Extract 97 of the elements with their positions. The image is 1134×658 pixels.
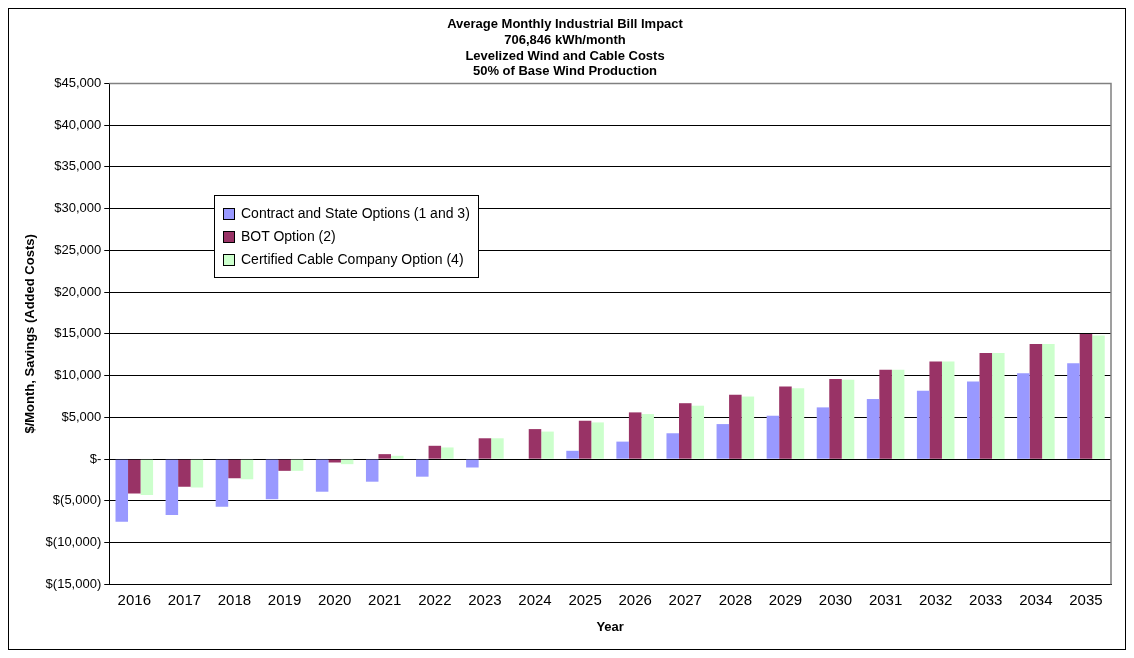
bar: [1017, 373, 1030, 459]
bar: [491, 438, 504, 459]
y-tick-label: $5,000: [61, 408, 102, 424]
bar: [478, 438, 492, 459]
x-axis-title: Year: [596, 618, 624, 634]
bar: [967, 381, 980, 459]
x-tick-label: 2035: [1069, 590, 1103, 608]
bar: [1092, 335, 1105, 459]
x-tick-label: 2021: [368, 590, 402, 608]
x-tick-label: 2026: [618, 590, 652, 608]
bar: [679, 403, 692, 459]
bar: [779, 386, 792, 459]
x-tick-label: 2020: [317, 590, 352, 608]
bar: [979, 353, 993, 459]
bar: [365, 459, 379, 482]
x-tick-label: 2023: [468, 590, 502, 608]
bar: [578, 420, 592, 459]
bar: [641, 414, 654, 459]
bar: [566, 450, 579, 459]
bar: [128, 459, 141, 494]
legend-label: Certified Cable Company Option (4): [241, 250, 464, 269]
bar: [829, 378, 842, 459]
bar: [691, 405, 705, 459]
x-tick-label: 2033: [969, 590, 1003, 608]
bar: [866, 399, 880, 459]
chart-subtitle: 706,846 kWh/month Levelized Wind and Cable Costs 50% of Base Wind Production: [465, 31, 665, 79]
x-tick-label: 2016: [117, 590, 151, 608]
bar: [228, 459, 241, 479]
x-tick-label: 2022: [418, 590, 452, 608]
bar: [729, 394, 742, 459]
y-tick-label: $(15,000): [45, 575, 102, 591]
y-axis-title: $/Month, Savings (Added Costs): [22, 234, 38, 434]
x-tick-label: 2019: [267, 590, 302, 608]
bar: [441, 447, 454, 459]
bar: [115, 459, 129, 522]
y-tick-label: $(5,000): [52, 492, 102, 508]
x-tick-label: 2024: [518, 590, 552, 608]
y-tick-label: $20,000: [54, 283, 102, 299]
bar: [741, 396, 755, 459]
bar: [1079, 333, 1093, 459]
bar: [315, 459, 329, 492]
x-tick-label: 2028: [718, 590, 753, 608]
bar: [992, 353, 1005, 459]
bar: [528, 429, 542, 459]
bar: [190, 459, 204, 488]
x-tick-label: 2030: [818, 590, 853, 608]
x-tick-label: 2025: [568, 590, 602, 608]
bar: [716, 424, 730, 459]
bar: [278, 459, 291, 471]
bar: [628, 412, 642, 459]
x-tick-label: 2032: [919, 590, 953, 608]
bar: [265, 459, 279, 500]
bar: [428, 445, 442, 459]
y-tick-label: $30,000: [54, 200, 102, 216]
bar: [941, 361, 955, 459]
bar: [240, 459, 254, 480]
bar: [841, 379, 855, 459]
y-tick-label: $10,000: [54, 367, 102, 383]
legend-label: Contract and State Options (1 and 3): [241, 204, 470, 223]
bar: [891, 369, 905, 459]
y-tick-label: $25,000: [54, 241, 102, 257]
bar: [916, 390, 930, 459]
bar: [215, 459, 229, 507]
bar: [466, 459, 479, 468]
bar: [378, 454, 391, 459]
bar: [1067, 363, 1080, 459]
y-tick-label: $(10,000): [45, 534, 102, 550]
y-tick-label: $35,000: [54, 158, 102, 174]
y-tick-label: $-: [89, 450, 102, 466]
bar: [390, 455, 404, 459]
bar: [616, 441, 629, 459]
bar: [541, 431, 554, 459]
bar: [766, 415, 780, 459]
bar: [140, 459, 154, 496]
bar: [290, 459, 304, 471]
x-tick-label: 2029: [768, 590, 803, 608]
x-tick-label: 2018: [217, 590, 252, 608]
x-tick-label: 2027: [668, 590, 702, 608]
y-tick-label: $40,000: [54, 116, 102, 132]
bar: [591, 422, 604, 459]
y-tick-label: $45,000: [54, 74, 102, 90]
legend-label: BOT Option (2): [241, 227, 336, 246]
bar: [879, 369, 892, 459]
bar: [791, 388, 805, 459]
bar: [1042, 343, 1055, 459]
bar: [178, 459, 191, 487]
bar: [416, 459, 429, 477]
x-tick-label: 2031: [868, 590, 903, 608]
bar: [816, 407, 830, 459]
y-tick-label: $15,000: [54, 325, 102, 341]
bar: [165, 459, 179, 516]
bar: [1029, 343, 1043, 459]
x-tick-label: 2017: [167, 590, 202, 608]
bar: [929, 361, 942, 459]
x-tick-label: 2034: [1019, 590, 1053, 608]
chart-title: Average Monthly Industrial Bill Impact: [447, 16, 684, 32]
bar: [666, 433, 679, 459]
